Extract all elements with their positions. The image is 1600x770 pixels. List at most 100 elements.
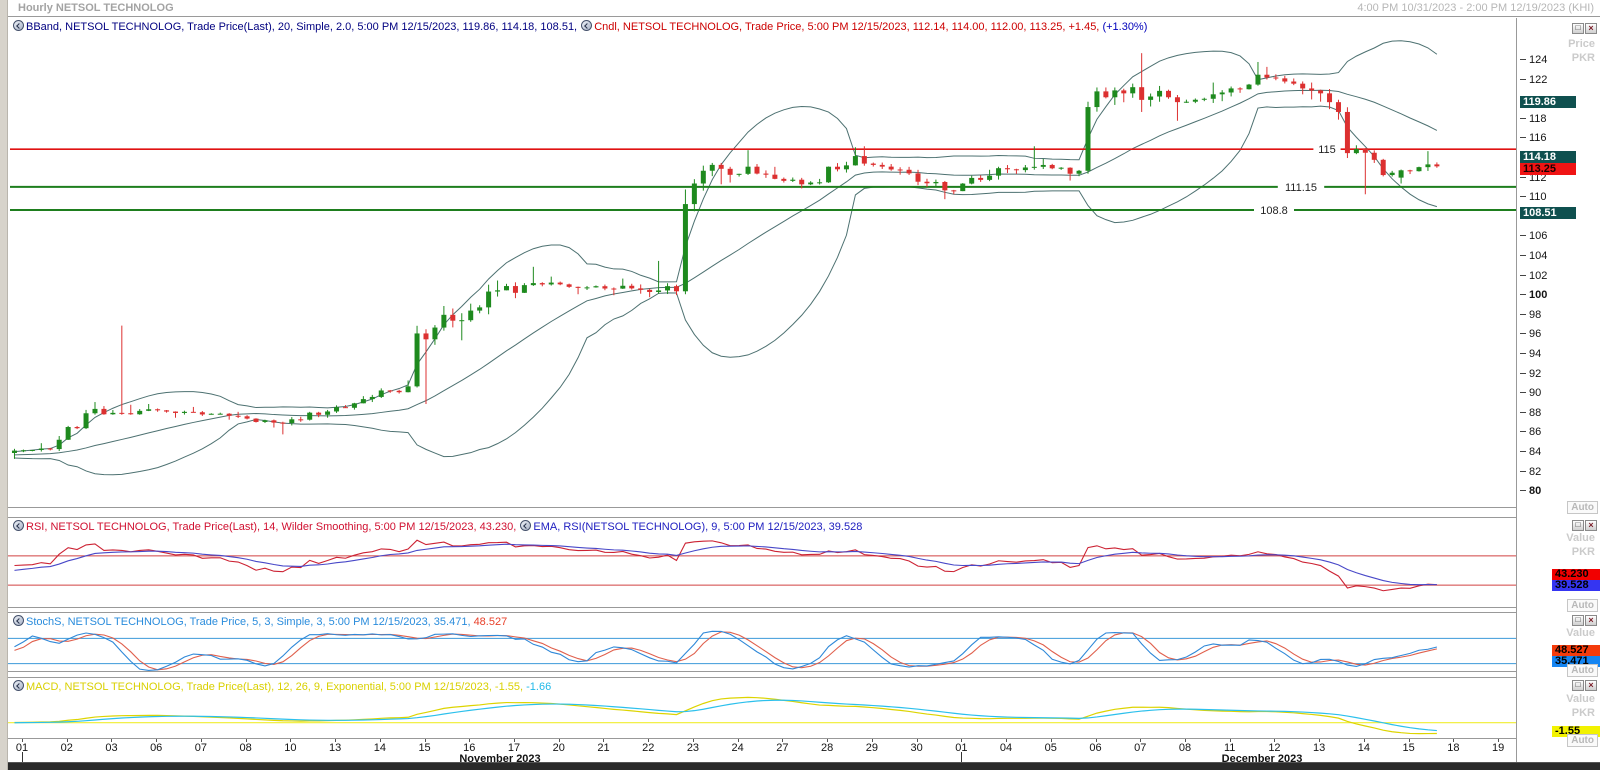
time-axis-day-label: 16 [463,742,476,754]
collapse-ema-icon[interactable] [520,520,532,531]
bollinger-lower-band [14,105,1438,476]
rsi-chart-canvas[interactable] [8,518,1516,607]
macd-axis-auto-button[interactable]: Auto [1567,734,1598,747]
candle-down-body [298,419,304,421]
candle-up-body [709,164,715,171]
macd-axis-currency: PKR [1571,707,1595,719]
candle-up-body [852,156,858,166]
minimize-rsi-panel-button[interactable]: □ [1572,520,1584,531]
candle-down-body [835,166,841,170]
candle-down-body [1434,164,1440,167]
chart-date-range: 4:00 PM 10/31/2023 - 2:00 PM 12/19/2023 … [1357,2,1594,14]
candle-down-body [781,178,787,181]
time-axis-day-label: 06 [1089,742,1102,754]
time-axis-day-label: 18 [1447,742,1460,754]
candle-up-body [1398,170,1404,178]
candle-up-body [468,310,474,321]
candle-up-body [620,285,626,289]
rsi-panel-window-buttons: □ × [1571,520,1597,532]
bollinger-upper-band [14,40,1438,453]
close-stoch-panel-button[interactable]: × [1585,615,1597,626]
candle-down-body [861,156,867,164]
candle-up-body [92,408,98,414]
time-axis: 01 02 03 06 07 08 10 13 14 15 16 17 20 21 22 23 24 27 28 29… [8,739,1516,765]
rsi-axis-auto-button[interactable]: Auto [1567,599,1598,612]
left-gutter [0,0,8,770]
candle-down-body [155,409,161,411]
horizontal-scrollbar[interactable] [8,762,1600,770]
candle-down-body [164,410,170,412]
rsi-ema-line [14,543,1437,586]
time-axis-tick [290,739,292,742]
candle-up-body [656,290,662,292]
time-axis-tick [916,739,918,742]
time-axis-day-label: 23 [686,742,700,754]
candle-down-body [1327,93,1333,103]
candle-up-body [486,291,492,308]
close-macd-panel-button[interactable]: × [1585,680,1597,691]
collapse-bband-icon[interactable] [13,20,24,31]
collapse-cndl-icon[interactable] [581,20,593,31]
chart-title: Hourly NETSOL TECHNOLOG [18,2,174,14]
candle-down-body [387,390,393,392]
time-axis-tick [648,739,650,742]
value-badge: 48.527 [1552,645,1600,657]
price-tick-label: 100 [1520,289,1547,302]
stoch-axis-auto-button[interactable]: Auto [1567,664,1598,677]
candle-up-body [477,307,483,311]
candle-down-body [235,415,241,417]
minimize-price-panel-button[interactable]: □ [1572,23,1584,34]
candle-up-body [334,407,340,412]
time-axis-day-label: 20 [552,742,565,754]
time-axis-day-label: 17 [507,742,521,754]
time-axis-day-label: 07 [194,742,208,754]
stochastic-chart-canvas[interactable] [8,613,1516,671]
price-level-label-bg [1254,202,1294,217]
time-axis-day-label: 14 [373,742,386,754]
close-price-panel-button[interactable]: × [1585,23,1597,34]
time-axis-tick [1274,739,1276,742]
candle-up-body [83,413,89,429]
candle-up-body [110,412,116,415]
price-tick-label: 122 [1520,74,1547,87]
candle-up-body [1389,172,1395,176]
collapse-macd-icon[interactable] [13,680,24,691]
time-axis-day-label: 01 [955,742,968,754]
cndl-change-pct: (+1.30%) [1102,21,1148,33]
candle-down-body [870,163,876,165]
candle-up-body [495,290,501,292]
candle-up-body [146,409,152,411]
macd-chart-canvas[interactable] [8,678,1516,738]
time-axis-tick [871,739,873,742]
stoch-panel-window-buttons: □ × [1571,615,1597,627]
candle-down-body [727,168,733,175]
time-axis-tick [1140,739,1142,742]
candle-up-body [790,179,796,181]
collapse-rsi-icon[interactable] [13,520,24,531]
candle-down-body [924,181,930,184]
minimize-macd-panel-button[interactable]: □ [1572,680,1584,691]
candle-up-body [1228,88,1234,93]
candle-up-body [217,413,223,415]
candle-down-body [978,177,984,180]
time-axis-day-label: 04 [999,742,1013,754]
price-axis-currency: PKR [1571,52,1595,64]
price-chart-canvas[interactable]: 115 111.15 108.8 [8,18,1516,507]
candle-up-body [1112,90,1118,98]
candle-down-body [226,413,232,416]
candle-up-body [1416,167,1422,172]
candle-up-body [56,439,62,450]
candle-down-body [1237,88,1243,90]
minimize-stoch-panel-button[interactable]: □ [1572,615,1584,626]
price-tick-label: 94 [1520,348,1541,361]
bollinger-middle-band [14,89,1438,456]
collapse-stoch-icon[interactable] [13,615,24,626]
price-axis-auto-button[interactable]: Auto [1567,501,1598,514]
time-axis-tick [156,739,158,742]
rsi-ema-legend-text: EMA, RSI(NETSOL TECHNOLOG), 9, 5:00 PM 1… [533,521,863,533]
time-axis-day-label: 07 [1134,742,1147,754]
close-rsi-panel-button[interactable]: × [1585,520,1597,531]
candle-up-body [208,413,214,415]
price-tick-label: 104 [1520,250,1547,263]
